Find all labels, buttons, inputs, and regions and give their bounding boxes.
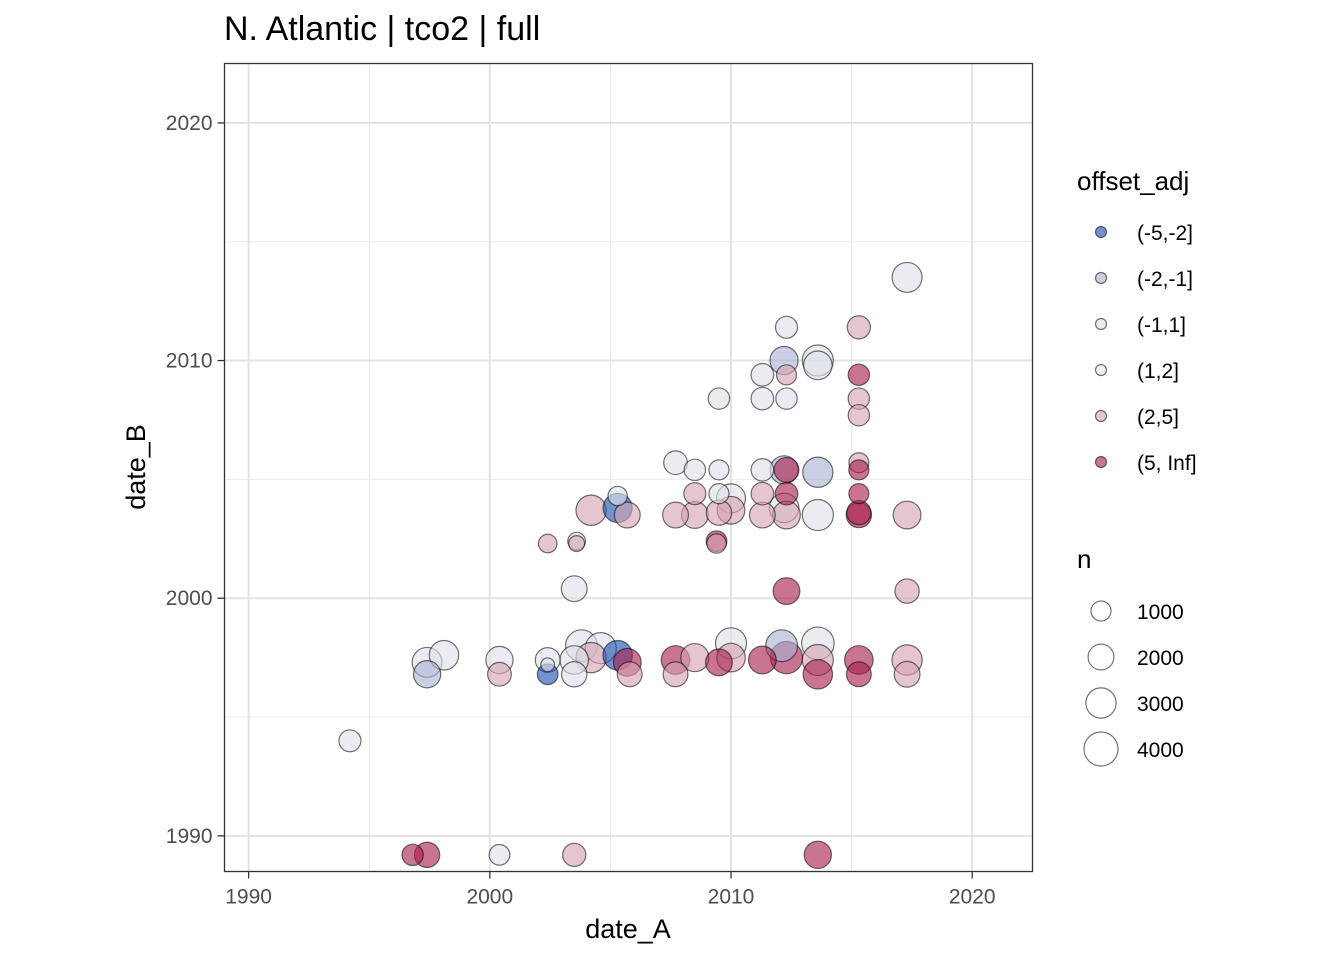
data-point bbox=[847, 363, 871, 387]
data-point bbox=[847, 403, 871, 427]
data-point bbox=[750, 481, 775, 506]
legend-key-size bbox=[1090, 600, 1112, 622]
data-point bbox=[802, 350, 833, 381]
x-axis-title: date_A bbox=[585, 914, 671, 944]
y-axis-ticks: 1990 2000 2010 2020 bbox=[166, 112, 225, 848]
data-point bbox=[683, 482, 707, 506]
data-point bbox=[803, 840, 833, 870]
data-point bbox=[560, 661, 588, 688]
legend-label-color: (1,2] bbox=[1137, 360, 1179, 383]
data-point bbox=[662, 661, 689, 688]
data-point bbox=[747, 645, 777, 675]
data-point bbox=[848, 459, 870, 481]
data-point bbox=[892, 500, 922, 530]
data-point bbox=[488, 843, 511, 866]
legend-label-size: 1000 bbox=[1137, 601, 1184, 624]
color-legend: (-5,-2] (-2,-1] (-1,1] (1,2] (2,5] (5, Inf] bbox=[1094, 222, 1197, 475]
data-point bbox=[772, 577, 801, 606]
data-point bbox=[412, 660, 442, 689]
data-point bbox=[894, 578, 920, 604]
data-point bbox=[704, 648, 733, 677]
legend-key-size bbox=[1083, 731, 1119, 767]
data-point bbox=[428, 639, 460, 671]
data-point bbox=[616, 661, 643, 688]
data-point bbox=[487, 661, 512, 687]
legend-key-color bbox=[1094, 271, 1108, 285]
legend-key-color bbox=[1094, 455, 1108, 469]
data-point bbox=[613, 501, 641, 529]
plot-border bbox=[223, 62, 1034, 873]
data-point bbox=[802, 456, 834, 488]
data-point bbox=[401, 843, 424, 867]
legend-label-size: 2000 bbox=[1137, 647, 1184, 670]
legend-label-size: 3000 bbox=[1137, 693, 1184, 716]
data-point bbox=[683, 458, 707, 482]
data-point bbox=[706, 533, 727, 554]
x-tick-label: 2020 bbox=[949, 886, 996, 909]
legend-key-color bbox=[1094, 363, 1108, 377]
data-point bbox=[562, 842, 587, 868]
data-point bbox=[846, 315, 872, 340]
x-tick-label: 1990 bbox=[225, 886, 272, 909]
data-point bbox=[802, 658, 834, 690]
legend-key-color bbox=[1094, 317, 1108, 331]
y-tick-label: 2000 bbox=[166, 587, 213, 610]
data-point bbox=[707, 387, 731, 410]
data-point bbox=[568, 534, 586, 553]
grid-major bbox=[224, 63, 1033, 872]
data-point bbox=[708, 459, 730, 481]
y-tick-label: 2010 bbox=[166, 350, 213, 373]
y-tick-label: 2020 bbox=[166, 112, 213, 135]
data-point bbox=[708, 483, 730, 505]
data-point bbox=[662, 501, 690, 529]
legend-key-color bbox=[1094, 225, 1108, 239]
size-legend-title: n bbox=[1077, 544, 1091, 574]
legend-label-color: (-2,-1] bbox=[1137, 268, 1193, 291]
data-point bbox=[774, 481, 799, 506]
data-point bbox=[748, 501, 776, 529]
legend-key-size bbox=[1085, 687, 1117, 719]
data-point bbox=[537, 533, 558, 554]
color-legend-title: offset_adj bbox=[1077, 166, 1189, 196]
x-axis-ticks: 1990 2000 2010 2020 bbox=[225, 871, 996, 909]
data-point bbox=[560, 575, 588, 603]
data-point bbox=[893, 660, 921, 688]
y-tick-label: 1990 bbox=[166, 825, 213, 848]
legend-label-size: 4000 bbox=[1137, 739, 1184, 762]
data-point bbox=[607, 485, 628, 507]
data-point bbox=[891, 261, 923, 293]
legend-key-size bbox=[1087, 643, 1115, 671]
data-point bbox=[845, 661, 872, 688]
chart-title: N. Atlantic | tco2 | full bbox=[224, 10, 540, 48]
data-point bbox=[338, 729, 362, 753]
x-tick-label: 2000 bbox=[466, 886, 513, 909]
x-tick-label: 2010 bbox=[708, 886, 755, 909]
legend-label-color: (-5,-2] bbox=[1137, 222, 1193, 245]
data-point bbox=[750, 362, 775, 387]
y-axis-title: date_B bbox=[121, 424, 151, 510]
data-point bbox=[774, 315, 799, 339]
size-legend: 1000 2000 3000 4000 bbox=[1083, 600, 1184, 767]
data-point bbox=[540, 657, 556, 673]
data-point bbox=[750, 386, 775, 411]
data-point bbox=[775, 364, 798, 386]
data-point bbox=[801, 498, 834, 532]
legend-label-color: (-1,1] bbox=[1137, 314, 1186, 337]
data-point bbox=[848, 483, 870, 505]
data-point bbox=[775, 387, 798, 410]
legend-label-color: (2,5] bbox=[1137, 406, 1179, 429]
data-points bbox=[338, 261, 923, 870]
legend-label-color: (5, Inf] bbox=[1137, 452, 1197, 475]
data-point bbox=[750, 457, 775, 482]
data-point bbox=[773, 456, 800, 483]
data-point bbox=[575, 494, 607, 527]
legend-key-color bbox=[1094, 409, 1108, 423]
